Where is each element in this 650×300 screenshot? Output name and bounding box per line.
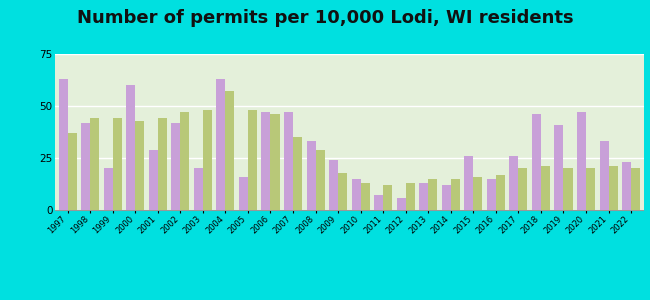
Bar bbox=[149, 150, 158, 210]
Bar bbox=[307, 141, 315, 210]
Bar bbox=[622, 162, 631, 210]
Bar bbox=[361, 183, 370, 210]
Bar bbox=[396, 197, 406, 210]
Bar bbox=[464, 156, 473, 210]
Bar bbox=[419, 183, 428, 210]
Bar bbox=[586, 168, 595, 210]
Bar bbox=[194, 168, 203, 210]
Bar bbox=[406, 183, 415, 210]
Bar bbox=[541, 166, 550, 210]
Bar bbox=[496, 175, 505, 210]
Bar bbox=[58, 79, 68, 210]
Bar bbox=[384, 185, 392, 210]
Bar bbox=[126, 85, 135, 210]
Bar bbox=[315, 150, 324, 210]
Bar bbox=[112, 118, 122, 210]
Bar bbox=[81, 123, 90, 210]
Bar bbox=[239, 177, 248, 210]
Bar bbox=[532, 114, 541, 210]
Bar bbox=[374, 195, 384, 210]
Bar bbox=[248, 110, 257, 210]
Bar bbox=[564, 168, 573, 210]
Bar bbox=[135, 121, 144, 210]
Text: Number of permits per 10,000 Lodi, WI residents: Number of permits per 10,000 Lodi, WI re… bbox=[77, 9, 573, 27]
Bar bbox=[442, 185, 451, 210]
Bar bbox=[473, 177, 482, 210]
Bar bbox=[180, 112, 189, 210]
Bar bbox=[451, 179, 460, 210]
Bar bbox=[599, 141, 608, 210]
Bar bbox=[284, 112, 293, 210]
Bar bbox=[203, 110, 212, 210]
Bar bbox=[172, 123, 180, 210]
Bar bbox=[329, 160, 338, 210]
Bar bbox=[487, 179, 496, 210]
Bar bbox=[261, 112, 270, 210]
Bar bbox=[90, 118, 99, 210]
Bar bbox=[577, 112, 586, 210]
Bar bbox=[428, 179, 437, 210]
Bar bbox=[158, 118, 167, 210]
Bar bbox=[104, 168, 112, 210]
Bar bbox=[510, 156, 519, 210]
Bar bbox=[608, 166, 618, 210]
Bar bbox=[338, 172, 347, 210]
Bar bbox=[226, 92, 235, 210]
Bar bbox=[631, 168, 640, 210]
Bar bbox=[554, 125, 564, 210]
Bar bbox=[68, 133, 77, 210]
Bar bbox=[352, 179, 361, 210]
Bar bbox=[270, 114, 280, 210]
Bar bbox=[216, 79, 226, 210]
Bar bbox=[293, 137, 302, 210]
Bar bbox=[519, 168, 527, 210]
